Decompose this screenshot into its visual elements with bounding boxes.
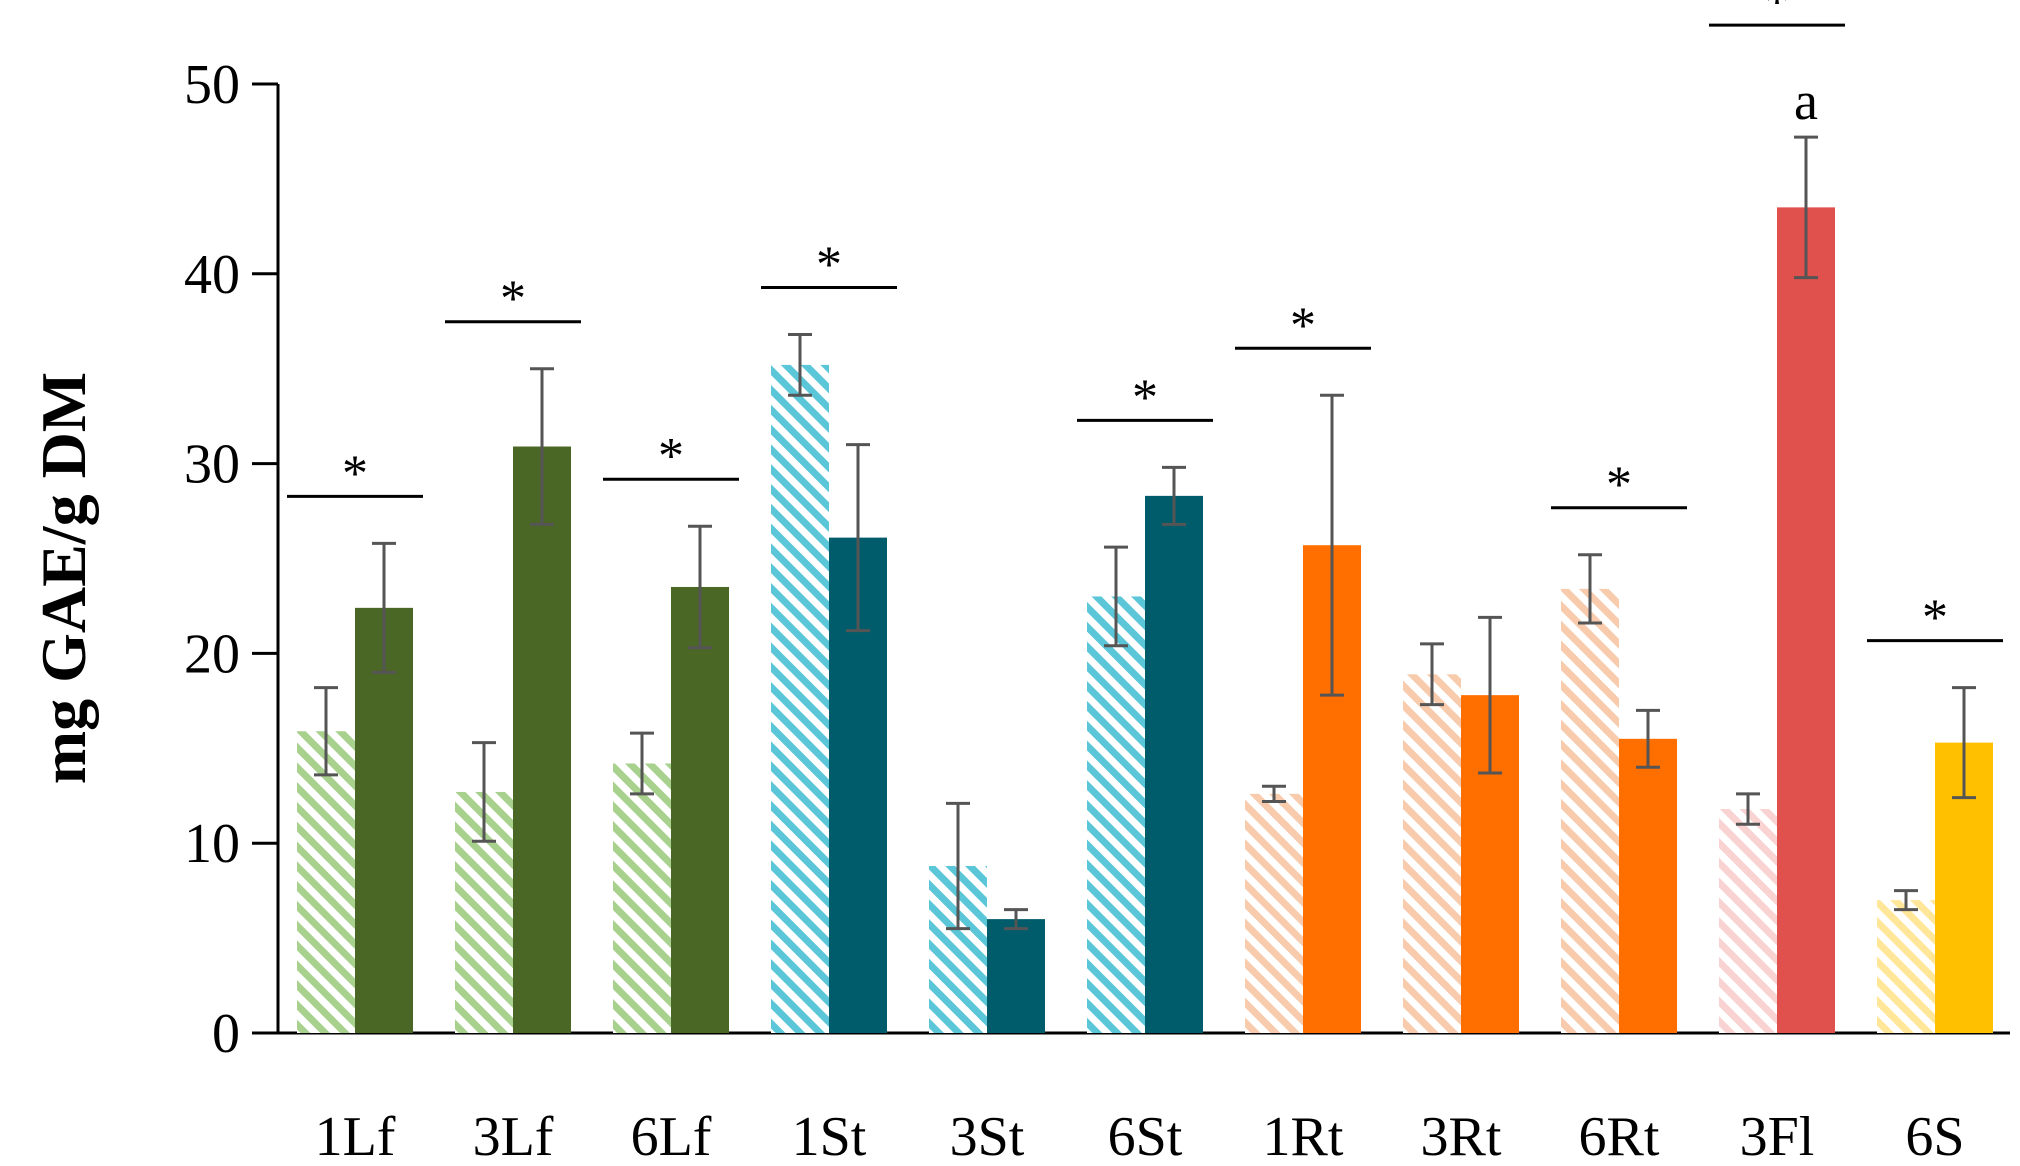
labels: 1Lf * 3Lf * 6Lf * 1St * 3St 6St * 1Rt * 3Rt 6Rt * 3Fl * 6S… (287, 0, 2003, 1166)
bar-solid-3St (987, 919, 1045, 1033)
bar-hatched-6S (1877, 900, 1935, 1033)
significance-marker: * (1606, 457, 1632, 514)
bar-hatched-6Rt (1561, 588, 1619, 1033)
bar-hatched-1Lf (297, 731, 355, 1033)
significance-marker: * (1922, 590, 1948, 647)
error-bar-solid-6St (1162, 465, 1186, 526)
y-tick-label: 0 (212, 1003, 240, 1065)
error-bar-hatched-1St (788, 333, 812, 397)
error-bar-hatched-3Rt (1420, 642, 1444, 707)
significance-marker: * (1290, 297, 1316, 354)
category-label: 6Lf (631, 1106, 712, 1166)
error-bar-solid-3St (1004, 908, 1028, 931)
y-tick-label: 30 (184, 434, 240, 496)
significance-marker: * (342, 445, 368, 502)
significance-marker: * (658, 428, 684, 485)
error-bar-hatched-3Fl (1736, 792, 1760, 826)
significance-marker: * (500, 271, 526, 328)
error-bar-solid-1Lf (372, 541, 396, 674)
bar-hatched-6St (1087, 596, 1145, 1033)
category-label: 6Rt (1579, 1106, 1660, 1166)
significance-marker: * (816, 237, 842, 294)
error-bar-solid-6Lf (688, 524, 712, 650)
error-bar-hatched-6St (1104, 545, 1128, 648)
letter-annotation: a (1794, 71, 1818, 131)
error-bar-hatched-3Lf (472, 741, 496, 843)
bar-solid-3Lf (513, 446, 571, 1033)
error-bar-hatched-6Rt (1578, 553, 1602, 625)
error-bar-solid-3Fl (1794, 135, 1818, 280)
axes: 0 10 20 30 40 50 (184, 54, 2010, 1065)
error-bar-solid-6Rt (1636, 708, 1660, 769)
error-bar-hatched-1Lf (314, 686, 338, 777)
bar-solid-6Rt (1619, 738, 1677, 1033)
error-bar-solid-1St (846, 443, 870, 633)
category-label: 1St (792, 1106, 867, 1166)
significance-marker: * (1132, 369, 1158, 426)
category-label: 1Lf (315, 1106, 396, 1166)
bar-hatched-1Rt (1245, 793, 1303, 1033)
y-tick-label: 40 (184, 244, 240, 306)
error-bar-hatched-6Lf (630, 731, 654, 796)
category-label: 3Rt (1421, 1106, 1502, 1166)
category-label: 6S (1905, 1106, 1964, 1166)
error-bar-hatched-6S (1894, 889, 1918, 912)
y-axis-label: mg GAE/g DM (28, 372, 99, 784)
bar-hatched-3Rt (1403, 674, 1461, 1033)
error-bar-hatched-1Rt (1262, 784, 1286, 803)
error-bar-hatched-3St (946, 801, 970, 931)
bars (297, 135, 1993, 1034)
error-bar-solid-1Rt (1320, 393, 1344, 697)
category-label: 3Lf (473, 1106, 554, 1166)
bar-solid-6St (1145, 495, 1203, 1034)
bar-hatched-6Lf (613, 763, 671, 1033)
bar-solid-1Lf (355, 607, 413, 1033)
category-label: 1Rt (1263, 1106, 1344, 1166)
category-label: 6St (1108, 1106, 1183, 1166)
bar-solid-6Lf (671, 586, 729, 1033)
significance-marker: * (1764, 0, 1790, 31)
category-label: 3Fl (1740, 1106, 1815, 1166)
error-bar-solid-3Rt (1478, 615, 1502, 775)
y-tick-label: 10 (184, 813, 240, 875)
error-bar-solid-3Lf (530, 367, 554, 526)
category-label: 3St (950, 1106, 1025, 1166)
y-tick-label: 50 (184, 54, 240, 116)
bar-solid-3Fl (1777, 207, 1835, 1033)
bar-hatched-1St (771, 364, 829, 1033)
error-bar-solid-6S (1952, 686, 1976, 800)
y-tick-label: 20 (184, 623, 240, 685)
bar-hatched-3Fl (1719, 809, 1777, 1033)
